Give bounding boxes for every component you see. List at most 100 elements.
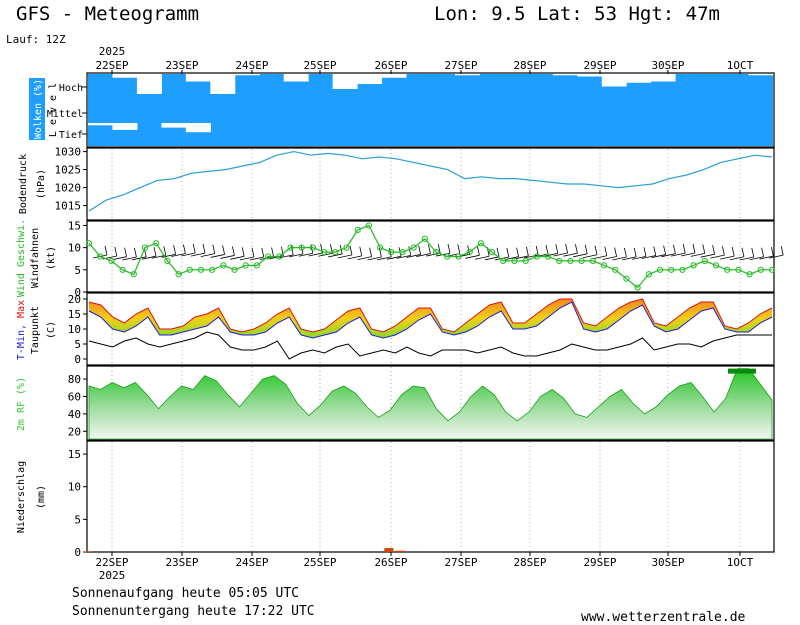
wind-barb-flag bbox=[722, 246, 725, 256]
day-label-bottom: 25SEP bbox=[303, 556, 336, 569]
wind-barb-flag bbox=[379, 247, 382, 258]
panel-frame-2 bbox=[86, 220, 775, 293]
cloud-gap-hoch bbox=[650, 74, 676, 82]
wind-barb-flag bbox=[104, 245, 108, 256]
y-tick-label: 15 bbox=[68, 308, 81, 321]
wind-barb-flag bbox=[761, 247, 764, 257]
panel-frame-1 bbox=[86, 147, 775, 221]
wind-speed-point bbox=[578, 257, 585, 265]
cloud-gap-hoch bbox=[357, 74, 383, 84]
day-label-bottom: 26SEP bbox=[374, 556, 407, 569]
wind-barb-flag bbox=[457, 244, 461, 254]
y-tick-label: 15 bbox=[68, 219, 81, 232]
y-tick-label: 0 bbox=[74, 546, 81, 559]
wind-barb-flag bbox=[408, 246, 412, 256]
wind-speed-point bbox=[276, 253, 283, 260]
day-label-bottom: 22SEP bbox=[95, 556, 128, 569]
wind-barb bbox=[465, 254, 480, 259]
wind-barb-flag bbox=[428, 244, 431, 254]
wind-speed-point bbox=[544, 253, 552, 260]
day-label-top: 22SEP bbox=[95, 59, 128, 72]
wind-barb bbox=[720, 255, 735, 260]
wind-barb bbox=[288, 253, 304, 258]
wind-barb bbox=[367, 256, 382, 261]
wind-speed-point bbox=[399, 248, 406, 256]
cloud-ylabel: Wolken (%) bbox=[33, 79, 44, 139]
cloud-gap-hoch bbox=[552, 74, 578, 76]
wind-barb-flag bbox=[682, 244, 686, 254]
day-label-bottom: 30SEP bbox=[651, 556, 684, 569]
wind-speed-point bbox=[242, 262, 249, 269]
wind-barb-flag bbox=[447, 243, 451, 254]
year-label-bottom: 2025 bbox=[99, 569, 126, 582]
wind-barb-flag bbox=[731, 247, 735, 257]
wind-speed-point bbox=[556, 257, 563, 265]
y-tick-label: 1030 bbox=[55, 146, 82, 159]
cloud-gap-hoch bbox=[626, 74, 652, 83]
wind-speed-point bbox=[679, 266, 686, 273]
wind-barb-flag bbox=[124, 247, 127, 257]
wind-barb-flag bbox=[388, 247, 392, 257]
rh-area bbox=[88, 368, 773, 440]
wind-speed-point bbox=[231, 266, 238, 273]
day-label-bottom: 1OCT bbox=[727, 556, 754, 569]
day-label-top: 26SEP bbox=[374, 59, 407, 72]
wind-barb bbox=[563, 252, 578, 257]
day-label-bottom: 27SEP bbox=[444, 556, 477, 569]
wind-barb-flag bbox=[232, 246, 235, 256]
wind-speed-point bbox=[265, 253, 272, 260]
wind-barb-flag bbox=[545, 244, 549, 255]
cloud-gap-hoch bbox=[112, 74, 138, 78]
wind-barb bbox=[671, 252, 686, 257]
y-tick-label: 60 bbox=[68, 390, 81, 403]
wind-barb-flag bbox=[584, 244, 588, 254]
wind-speed-line bbox=[88, 224, 772, 289]
wind-speed-point bbox=[220, 262, 227, 269]
wind-barb bbox=[631, 256, 647, 260]
wind-speed-point bbox=[600, 262, 608, 269]
wind-barb-flag bbox=[516, 247, 519, 257]
wind-barb-flag bbox=[633, 247, 637, 257]
wind-barb-flag bbox=[359, 246, 363, 256]
day-label-top: 24SEP bbox=[235, 59, 268, 72]
wind-ylabel2: Windfahnen bbox=[30, 228, 41, 288]
wind-speed-point bbox=[488, 248, 496, 256]
wind-barb-flag bbox=[643, 247, 647, 257]
wind-speed-point bbox=[466, 248, 473, 256]
wind-barb bbox=[524, 254, 539, 259]
day-label-bottom: 29SEP bbox=[583, 556, 616, 569]
y-tick-label: 10 bbox=[68, 323, 81, 336]
temp-ylabel: T-Min, Max bbox=[16, 300, 27, 360]
wind-barb-flag bbox=[212, 244, 216, 254]
wind-barb bbox=[690, 253, 705, 257]
wind-speed-point bbox=[141, 244, 149, 251]
precip-bar bbox=[395, 550, 405, 552]
y-tick-label: 40 bbox=[68, 408, 81, 421]
precip-ylabel: Niederschlag bbox=[16, 461, 27, 533]
wind-speed-point bbox=[533, 253, 540, 260]
cloud-ylabel2: L e v e l bbox=[48, 83, 59, 137]
day-label-top: 28SEP bbox=[513, 59, 546, 72]
cloud-gap-tief bbox=[112, 123, 138, 130]
website-link[interactable]: www.wetterzentrale.de bbox=[581, 610, 746, 625]
wind-barb-flag bbox=[271, 247, 274, 257]
wind-barb bbox=[190, 252, 206, 257]
wind-barb-flag bbox=[496, 247, 500, 257]
wind-speed-point bbox=[768, 266, 776, 273]
cloud-gap-hoch bbox=[381, 74, 407, 78]
temp-min-line bbox=[88, 301, 773, 339]
y-tick-label: 5 bbox=[74, 338, 81, 351]
wind-speed-point bbox=[343, 244, 350, 251]
wind-barb bbox=[749, 256, 764, 261]
wind-speed-point bbox=[85, 240, 93, 247]
wind-barb bbox=[328, 253, 343, 258]
wind-barb-flag bbox=[594, 245, 598, 255]
cloud-level-label: Hoch bbox=[59, 83, 83, 94]
wind-barb bbox=[406, 254, 421, 258]
wind-speed-point bbox=[712, 262, 720, 269]
wind-speed-point bbox=[253, 262, 261, 269]
wind-barb bbox=[220, 255, 235, 259]
temp-band bbox=[89, 299, 772, 338]
cloud-background bbox=[88, 74, 773, 146]
